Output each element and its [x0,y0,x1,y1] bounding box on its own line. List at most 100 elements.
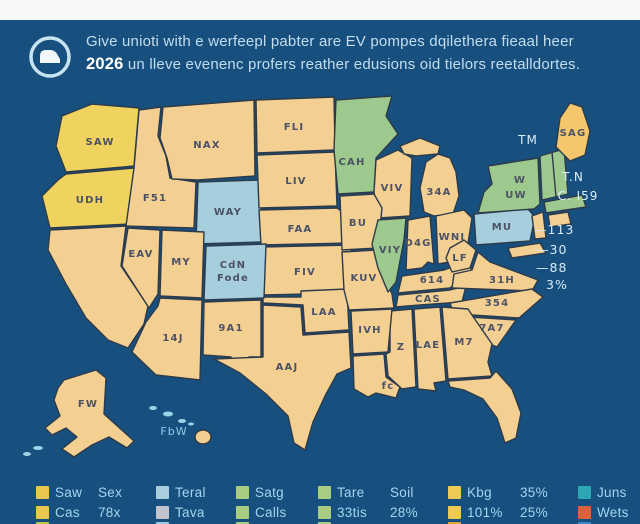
top-white-strip [0,0,640,20]
state-in [405,215,435,271]
annotation-tm: TM [517,133,538,147]
legend-swatch [318,485,331,499]
state-label-pa: MU [492,222,512,233]
state-al [413,306,447,392]
legend-column: Satg Calls [236,482,287,524]
state-ca [47,225,149,349]
state-hi [194,429,212,445]
legend-swatch [36,505,49,519]
annotation-c159: C. I59 [558,189,599,203]
state-label-in: D4G [404,238,431,249]
legend-label: Kbg [467,484,492,500]
state-label-or: UDH [76,195,104,206]
legend-column: Saw Cas [36,482,83,524]
legend-label: Satg [255,484,284,500]
legend-label: Sex [98,484,123,500]
state-ms [385,308,417,390]
header-line1: Give unioti with e werfeepl pabter are E… [86,33,574,50]
state-label-mn: CAH [338,157,365,168]
state-mi [419,153,460,217]
state-label-ak: FW [78,399,98,410]
header-year: 2026 [86,55,124,73]
legend-swatch [318,505,331,519]
legend-label: 78x [98,504,121,520]
state-label-ms: Z [397,342,405,353]
legend-swatch-cut [36,522,49,524]
state-az [131,297,203,381]
state-label-co2: Fode [217,273,249,284]
state-label-co: CdN [220,260,246,271]
state-label-tn: CAS [415,294,441,305]
hawaii-islet [149,406,157,410]
annotation-tn: T.N [561,170,584,184]
legend-swatch-cut [156,522,169,524]
callout-3: —88 [536,260,567,275]
callout-4: 3% [546,277,568,292]
state-label-ga: M7 [454,337,473,348]
legend-label: Saw [55,484,83,500]
state-label-nv: EAV [128,249,153,260]
state-ma [543,194,587,214]
state-label-ne: FAA [288,224,313,235]
legend-swatch [156,505,169,519]
state-ny [477,157,541,214]
legend-swatch [578,485,591,499]
state-label-me: SAG [560,128,587,139]
legend-swatch [156,485,169,499]
state-label-oh: WNI [439,232,466,243]
state-label-hi: FbW [160,425,187,438]
legend-swatch [236,505,249,519]
state-md-de [507,242,547,259]
state-label-ky: 614 [420,275,444,286]
state-label-mi: 34A [426,187,451,198]
legend-label: Calls [255,504,287,520]
state-label-wi: VIV [381,183,404,194]
state-label-ok: LAA [311,307,336,318]
legend-label: 35% [520,484,548,500]
state-nv [121,227,161,309]
state-ak [44,369,135,458]
hawaii-islet [178,419,186,423]
state-label-ar: IVH [358,325,381,336]
legend-swatch [578,505,591,519]
state-label-az: 14J [162,333,183,344]
state-me [555,102,591,162]
legend-label: 101% [467,504,503,520]
legend-label: Juns [597,484,627,500]
legend-label: Tare [337,484,365,500]
state-label-ut: MY [171,257,191,268]
border-vt-nh [551,151,557,198]
state-label-nd: FLI [284,122,305,133]
header-text: Give unioti with e werfeepl pabter are E… [86,31,626,76]
state-label-il: VIY [379,245,401,256]
legend-label: 28% [390,504,418,520]
state-fl [447,370,522,444]
car-in-circle-icon [29,36,71,78]
aleutian-island [23,452,31,456]
state-label-sc: 7A7 [479,323,504,334]
legend-swatch [36,485,49,499]
legend-column: Sex 78x [98,482,122,522]
state-nj [531,211,547,240]
state-label-ny: UW [505,190,527,201]
legend-column: 35% 25% [520,482,548,522]
header-line2: un lleve evenenc profers reather edusion… [123,56,581,73]
legend-column: Kbg 101% [448,482,503,524]
state-label-ia: BU [349,218,367,229]
aleutian-island [33,446,43,450]
state-wv [445,239,477,273]
state-label-id: F51 [143,193,167,204]
state-label-nc: 354 [485,298,509,309]
state-ok [262,288,350,334]
legend-column: Juns Wets [578,482,629,524]
legend-column: Teral Tava [156,482,206,524]
legend-swatch [448,505,461,519]
state-ar [350,308,393,355]
legend-swatch-cut [578,522,591,524]
state-label-mt: NAX [193,140,220,151]
state-mt [159,99,256,181]
hawaii-islet [188,422,194,426]
legend-column: Tare 33tis [318,482,367,524]
